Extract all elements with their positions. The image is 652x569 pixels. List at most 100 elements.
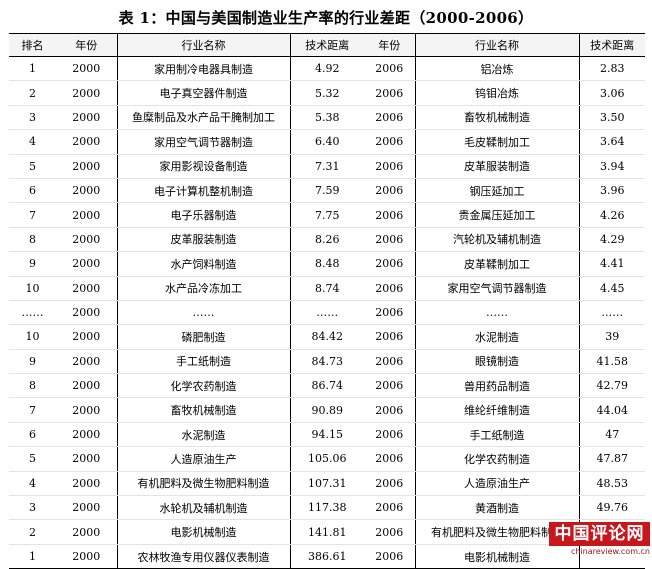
- cell-industry-2006: 铝冶炼: [414, 56, 580, 82]
- cell-industry-2006: 水泥制造: [414, 324, 580, 350]
- cell-industry-2000: 电影机械制造: [116, 519, 291, 545]
- cell-distance-2006: 3.06: [579, 80, 645, 106]
- cell-industry-2000: 水产品冷冻加工: [116, 276, 291, 301]
- cell-year-2000: 2000: [56, 80, 117, 106]
- cell-industry-2006: 眼镜制造: [414, 349, 580, 375]
- cell-rank: 2: [9, 519, 56, 545]
- cell-distance-2006: 3.94: [579, 154, 645, 179]
- cell-year-2000: 2000: [56, 422, 117, 448]
- cell-industry-2000: ……: [116, 300, 291, 326]
- cell-rank: 3: [9, 105, 56, 131]
- cell-distance-2006: 2.83: [579, 56, 645, 82]
- cell-distance-2000: 6.40: [289, 129, 364, 155]
- cell-industry-2006: 钨钼冶炼: [414, 80, 580, 106]
- cell-industry-2000: 家用制冷电器具制造: [116, 56, 291, 82]
- header-distance-2000: 技术距离: [289, 33, 364, 57]
- cell-year-2006: 2006: [364, 105, 415, 131]
- cell-distance-2000: 90.89: [289, 397, 364, 423]
- cell-year-2006: 2006: [364, 349, 415, 375]
- cell-industry-2006: 汽轮机及辅机制造: [414, 227, 580, 253]
- table-row: 5 2000 人造原油生产 105.06 2006 化学农药制造 47.87: [9, 446, 645, 472]
- cell-distance-2000: 107.31: [289, 471, 364, 497]
- cell-distance-2006: 3.64: [579, 129, 645, 155]
- table-header-row: 排名 年份 行业名称 技术距离 年份 行业名称 技术距离: [9, 33, 645, 57]
- cell-industry-2000: 水泥制造: [116, 422, 291, 448]
- header-distance-2006: 技术距离: [579, 33, 645, 57]
- header-year-2000: 年份: [56, 33, 117, 57]
- cell-distance-2000: 117.38: [289, 495, 364, 521]
- cell-distance-2006: 44.04: [579, 397, 645, 423]
- cell-industry-2000: 农林牧渔专用仪器仪表制造: [116, 544, 291, 569]
- cell-distance-2000: 8.74: [289, 276, 364, 301]
- cell-industry-2006: 人造原油生产: [414, 471, 580, 497]
- cell-rank: 2: [9, 80, 56, 106]
- cell-distance-2006: 47: [579, 422, 645, 448]
- cell-industry-2000: 手工纸制造: [116, 349, 291, 375]
- cell-distance-2006: 4.41: [579, 251, 645, 277]
- cell-distance-2006: 49.76: [579, 495, 645, 521]
- cell-year-2000: 2000: [56, 544, 117, 569]
- cell-industry-2000: 化学农药制造: [116, 373, 291, 399]
- cell-year-2006: 2006: [364, 422, 415, 448]
- cell-rank: 1: [9, 544, 56, 569]
- table-row: 7 2000 畜牧机械制造 90.89 2006 维纶纤维制造 44.04: [9, 397, 645, 423]
- cell-year-2000: 2000: [56, 178, 117, 204]
- cell-distance-2006: 4.45: [579, 276, 645, 301]
- table-row: 3 2000 鱼糜制品及水产品干腌制加工 5.38 2006 畜牧机械制造 3.50: [9, 105, 645, 131]
- cell-year-2000: 2000: [56, 276, 117, 301]
- cell-industry-2006: 黄酒制造: [414, 495, 580, 521]
- cell-year-2006: 2006: [364, 80, 415, 106]
- cell-distance-2000: 86.74: [289, 373, 364, 399]
- cell-year-2006: 2006: [364, 471, 415, 497]
- cell-rank: 10: [9, 276, 56, 301]
- cell-rank: 8: [9, 227, 56, 253]
- cell-year-2000: 2000: [56, 251, 117, 277]
- cell-distance-2006: 4.29: [579, 227, 645, 253]
- table-row: …… 2000………… 2006…………: [9, 300, 645, 326]
- table-row: 10 2000 水产品冷冻加工 8.74 2006 家用空气调节器制造 4.45: [9, 276, 645, 301]
- header-year-2006: 年份: [364, 33, 415, 57]
- cell-distance-2006: 42.79: [579, 373, 645, 399]
- cell-year-2000: 2000: [56, 202, 117, 228]
- cell-year-2000: 2000: [56, 495, 117, 521]
- cell-industry-2006: 化学农药制造: [414, 446, 580, 472]
- cell-rank: 1: [9, 56, 56, 82]
- table-row: 9 2000 手工纸制造 84.73 2006 眼镜制造 41.58: [9, 349, 645, 375]
- cell-industry-2006: 皮革服装制造: [414, 154, 580, 179]
- cell-industry-2006: 毛皮鞣制加工: [414, 129, 580, 155]
- cell-rank: 4: [9, 471, 56, 497]
- table-row: 8 2000 化学农药制造 86.74 2006 兽用药品制造 42.79: [9, 373, 645, 399]
- header-industry-2000: 行业名称: [116, 33, 291, 57]
- table-row: 6 2000 电子计算机整机制造 7.59 2006 钢压延加工 3.96: [9, 178, 645, 204]
- cell-year-2006: 2006: [364, 227, 415, 253]
- table-row: 1 2000 家用制冷电器具制造 4.92 2006 铝冶炼 2.83: [9, 56, 645, 82]
- table-row: 5 2000 家用影视设备制造 7.31 2006 皮革服装制造 3.94: [9, 154, 645, 179]
- cell-year-2000: 2000: [56, 519, 117, 545]
- cell-rank: 9: [9, 349, 56, 375]
- header-rank: 排名: [9, 33, 56, 57]
- page-title: 表 1：中国与美国制造业生产率的行业差距（2000-2006）: [118, 9, 534, 27]
- cell-year-2006: 2006: [364, 519, 415, 545]
- cell-rank: ……: [9, 300, 56, 326]
- table-row: 8 2000 皮革服装制造 8.26 2006 汽轮机及辅机制造 4.29: [9, 227, 645, 253]
- header-industry-2006: 行业名称: [414, 33, 580, 57]
- cell-distance-2000: 7.75: [289, 202, 364, 228]
- cell-rank: 8: [9, 373, 56, 399]
- cell-distance-2000: 5.38: [289, 105, 364, 131]
- cell-year-2006: 2006: [364, 544, 415, 569]
- cell-year-2000: 2000: [56, 397, 117, 423]
- cell-year-2000: 2000: [56, 129, 117, 155]
- cell-year-2000: 2000: [56, 349, 117, 375]
- cell-year-2006: 2006: [364, 495, 415, 521]
- cell-rank: 4: [9, 129, 56, 155]
- table-row: 2 2000 电子真空器件制造 5.32 2006 钨钼冶炼 3.06: [9, 80, 645, 106]
- cell-distance-2000: 7.31: [289, 154, 364, 179]
- cell-distance-2000: ……: [289, 300, 364, 326]
- watermark-brand: 中国评论网: [549, 522, 650, 546]
- cell-industry-2000: 有机肥料及微生物肥料制造: [116, 471, 291, 497]
- cell-year-2006: 2006: [364, 324, 415, 350]
- cell-distance-2006: ……: [579, 300, 645, 326]
- cell-industry-2006: ……: [414, 300, 580, 326]
- cell-year-2006: 2006: [364, 154, 415, 179]
